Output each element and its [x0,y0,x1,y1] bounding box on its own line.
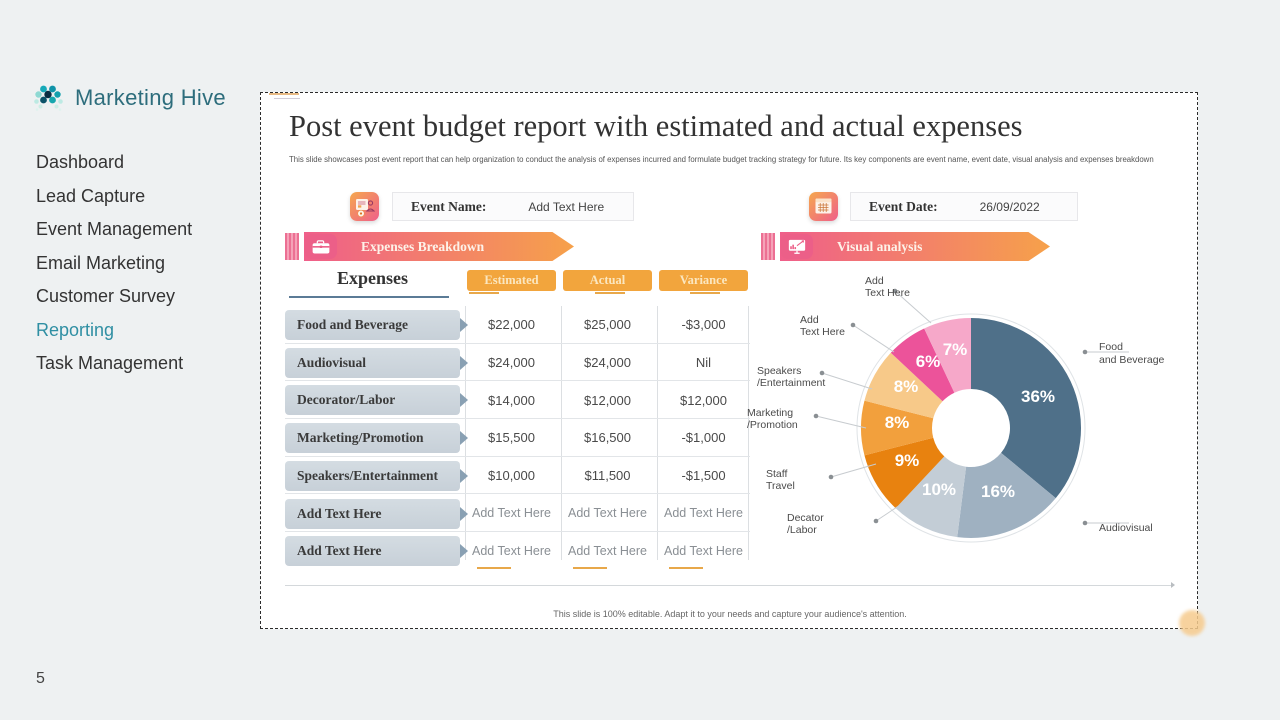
svg-text:8%: 8% [894,377,919,396]
svg-text:36%: 36% [1021,387,1055,406]
svg-text:10%: 10% [922,480,956,499]
svg-text:8%: 8% [885,413,910,432]
svg-text:9%: 9% [895,451,920,470]
svg-text:16%: 16% [981,482,1015,501]
svg-text:7%: 7% [943,340,968,359]
svg-text:6%: 6% [916,352,941,371]
